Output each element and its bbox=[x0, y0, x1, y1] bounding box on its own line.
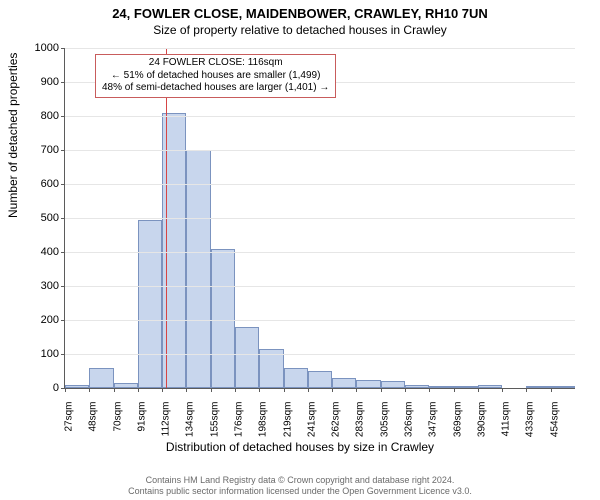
bar bbox=[65, 385, 89, 388]
gridline bbox=[65, 48, 575, 49]
ytick-mark bbox=[61, 116, 65, 117]
xtick-mark bbox=[284, 388, 285, 392]
ytick-mark bbox=[61, 218, 65, 219]
ytick-mark bbox=[61, 82, 65, 83]
bar bbox=[526, 386, 550, 388]
y-axis-label: Number of detached properties bbox=[6, 53, 20, 218]
bar bbox=[211, 249, 235, 388]
x-axis-label: Distribution of detached houses by size … bbox=[0, 440, 600, 454]
bar bbox=[235, 327, 259, 388]
xtick-mark bbox=[235, 388, 236, 392]
ytick-mark bbox=[61, 150, 65, 151]
xtick-mark bbox=[356, 388, 357, 392]
bar bbox=[284, 368, 308, 388]
gridline bbox=[65, 286, 575, 287]
plot-area: 24 FOWLER CLOSE: 116sqm ← 51% of detache… bbox=[64, 48, 575, 389]
title-sub: Size of property relative to detached ho… bbox=[0, 21, 600, 37]
xtick-mark bbox=[454, 388, 455, 392]
xtick-mark bbox=[65, 388, 66, 392]
bar bbox=[478, 385, 502, 388]
ytick-mark bbox=[61, 354, 65, 355]
bar bbox=[332, 378, 356, 388]
footnote: Contains HM Land Registry data © Crown c… bbox=[0, 475, 600, 496]
gridline bbox=[65, 252, 575, 253]
annotation-line3: 48% of semi-detached houses are larger (… bbox=[102, 82, 329, 95]
xtick-mark bbox=[551, 388, 552, 392]
footnote-line2: Contains public sector information licen… bbox=[0, 486, 600, 496]
xtick-mark bbox=[308, 388, 309, 392]
xtick-mark bbox=[526, 388, 527, 392]
gridline bbox=[65, 354, 575, 355]
bar bbox=[356, 380, 380, 389]
xtick-mark bbox=[138, 388, 139, 392]
gridline bbox=[65, 150, 575, 151]
xtick-mark bbox=[332, 388, 333, 392]
xtick-mark bbox=[114, 388, 115, 392]
bar bbox=[308, 371, 332, 388]
bar bbox=[114, 383, 138, 388]
xtick-mark bbox=[429, 388, 430, 392]
footnote-line1: Contains HM Land Registry data © Crown c… bbox=[0, 475, 600, 485]
xtick-mark bbox=[478, 388, 479, 392]
ytick-mark bbox=[61, 184, 65, 185]
ytick-mark bbox=[61, 320, 65, 321]
xtick-mark bbox=[186, 388, 187, 392]
gridline bbox=[65, 320, 575, 321]
annotation-line2: ← 51% of detached houses are smaller (1,… bbox=[102, 70, 329, 83]
chart-container: 24, FOWLER CLOSE, MAIDENBOWER, CRAWLEY, … bbox=[0, 0, 600, 500]
bar bbox=[405, 385, 429, 388]
xtick-mark bbox=[162, 388, 163, 392]
bar bbox=[429, 386, 453, 388]
ytick-mark bbox=[61, 48, 65, 49]
annotation-line1: 24 FOWLER CLOSE: 116sqm bbox=[102, 57, 329, 70]
gridline bbox=[65, 184, 575, 185]
bar bbox=[381, 381, 405, 388]
gridline bbox=[65, 218, 575, 219]
xtick-mark bbox=[211, 388, 212, 392]
bar bbox=[551, 386, 575, 388]
ytick-mark bbox=[61, 252, 65, 253]
xtick-mark bbox=[89, 388, 90, 392]
xtick-mark bbox=[259, 388, 260, 392]
bar bbox=[138, 220, 162, 388]
bar bbox=[89, 368, 113, 388]
gridline bbox=[65, 116, 575, 117]
annotation-box: 24 FOWLER CLOSE: 116sqm ← 51% of detache… bbox=[95, 54, 336, 98]
xtick-mark bbox=[381, 388, 382, 392]
xtick-mark bbox=[405, 388, 406, 392]
bar bbox=[186, 150, 210, 388]
ytick-mark bbox=[61, 286, 65, 287]
xtick-mark bbox=[502, 388, 503, 392]
bar bbox=[454, 386, 478, 388]
title-main: 24, FOWLER CLOSE, MAIDENBOWER, CRAWLEY, … bbox=[0, 0, 600, 21]
